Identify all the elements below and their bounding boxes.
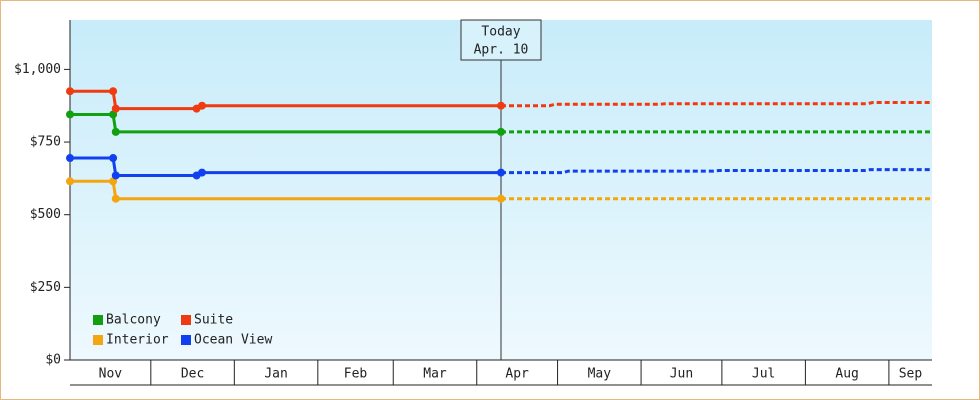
- point: [66, 154, 74, 163]
- x-tick-label: Jun: [670, 367, 693, 382]
- today-label: Apr. 10: [474, 43, 529, 58]
- x-tick-label: Mar: [423, 367, 447, 382]
- x-tick-label: Feb: [344, 367, 368, 382]
- today-label: Today: [481, 25, 520, 40]
- legend-swatch: [93, 335, 103, 345]
- x-tick-label: May: [588, 367, 612, 382]
- x-tick-label: Jan: [264, 367, 287, 382]
- point: [197, 101, 206, 110]
- series-line: [70, 112, 501, 134]
- x-tick-label: Nov: [99, 367, 123, 382]
- point: [66, 110, 74, 119]
- point: [109, 87, 118, 96]
- forecast-line: [501, 168, 932, 175]
- legend-label: Suite: [194, 313, 233, 328]
- series-line: [70, 89, 501, 111]
- x-tick-label: Aug: [835, 367, 858, 382]
- point: [111, 127, 120, 136]
- legend-swatch: [181, 315, 191, 325]
- point: [66, 87, 74, 96]
- legend-swatch: [93, 315, 103, 325]
- point: [111, 194, 120, 203]
- point: [109, 154, 118, 163]
- point: [111, 104, 120, 113]
- x-tick-label: Apr: [505, 367, 529, 382]
- legend-label: Ocean View: [194, 333, 272, 348]
- x-tick-label: Sep: [899, 367, 923, 382]
- y-tick-label: $750: [30, 135, 61, 150]
- legend-label: Interior: [106, 333, 169, 348]
- point: [66, 177, 74, 186]
- x-tick-label: Dec: [181, 367, 204, 382]
- point: [197, 168, 206, 177]
- point: [111, 171, 120, 180]
- point: [497, 101, 505, 110]
- y-tick-label: $250: [30, 280, 61, 295]
- series-line: [70, 179, 501, 201]
- point: [497, 127, 505, 136]
- today-box: [460, 19, 542, 61]
- y-tick-label: $500: [30, 207, 61, 222]
- x-tick-label: Jul: [752, 367, 775, 382]
- y-tick-label: $0: [45, 353, 61, 368]
- y-tick-label: $1,000: [14, 62, 61, 77]
- legend-label: Balcony: [106, 313, 161, 328]
- point: [497, 194, 505, 203]
- forecast-line: [501, 101, 932, 108]
- point: [497, 168, 505, 177]
- legend-swatch: [181, 335, 191, 345]
- series-line: [70, 156, 501, 177]
